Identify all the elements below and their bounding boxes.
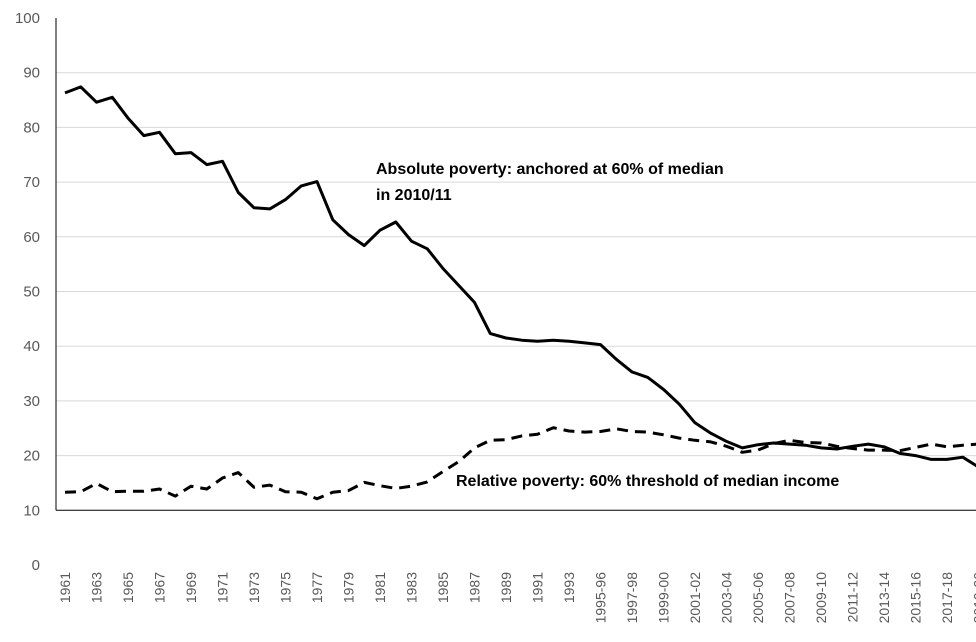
x-tick-label: 1967 [152,572,168,603]
absolute-poverty-label-line2: in 2010/11 [376,187,452,204]
y-tick-label: 10 [23,502,40,519]
x-tick-label: 1981 [372,572,388,603]
y-tick-label: 0 [32,557,40,574]
x-tick-label: 1971 [215,572,231,603]
absolute-poverty-line [64,85,976,468]
y-tick-label: 100 [15,10,40,27]
gridlines [56,72,976,457]
x-tick-label: 2011-12 [845,572,861,623]
x-tick-label: 1987 [467,572,483,603]
x-tick-label: 1997-98 [624,572,640,624]
x-tick-label: 1961 [57,572,73,603]
x-tick-label: 1983 [404,572,420,603]
y-tick-label: 30 [23,393,40,410]
y-axis: 0 10 20 30 40 50 60 70 80 90 100 [15,10,976,574]
y-tick-label: 60 [23,229,40,246]
x-tick-label: 1973 [246,572,262,603]
y-tick-label: 70 [23,174,40,191]
y-tick-label: 90 [23,65,40,82]
x-tick-label: 1993 [561,572,577,603]
x-tick-label: 2019-20 [971,572,976,624]
x-tick-label: 1977 [309,572,325,603]
x-tick-label: 2015-16 [908,572,924,624]
x-tick-label: 2009-10 [813,572,829,624]
x-tick-label: 2013-14 [876,572,892,624]
x-tick-label: 1975 [278,572,294,603]
x-tick-label: 1989 [498,572,514,603]
x-tick-label: 1999-00 [656,572,672,624]
x-tick-label: 1965 [120,572,136,603]
y-tick-label: 20 [23,448,40,465]
x-tick-label: 1963 [89,572,105,603]
y-tick-label: 50 [23,284,40,301]
x-tick-label: 2001-02 [687,572,703,624]
x-tick-label: 2017-18 [939,572,955,624]
y-tick-label: 80 [23,119,40,136]
x-tick-label: 1979 [341,572,357,603]
relative-poverty-line [64,426,976,501]
x-tick-label: 1969 [183,572,199,603]
x-tick-label: 2007-08 [782,572,798,624]
series-lines [64,85,976,501]
x-tick-label: 1995-96 [593,572,609,624]
x-tick-label: 1985 [435,572,451,603]
x-tick-label: 2005-06 [750,572,766,624]
x-tick-label: 1991 [530,572,546,603]
absolute-poverty-label-line1: Absolute poverty: anchored at 60% of med… [376,161,724,178]
x-axis: 1961 1963 1965 1967 1969 1971 1973 1975 1977 1979… [57,572,976,624]
y-tick-label: 40 [23,338,40,355]
relative-poverty-label: Relative poverty: 60% threshold of media… [456,473,839,490]
x-tick-label: 2003-04 [719,572,735,624]
